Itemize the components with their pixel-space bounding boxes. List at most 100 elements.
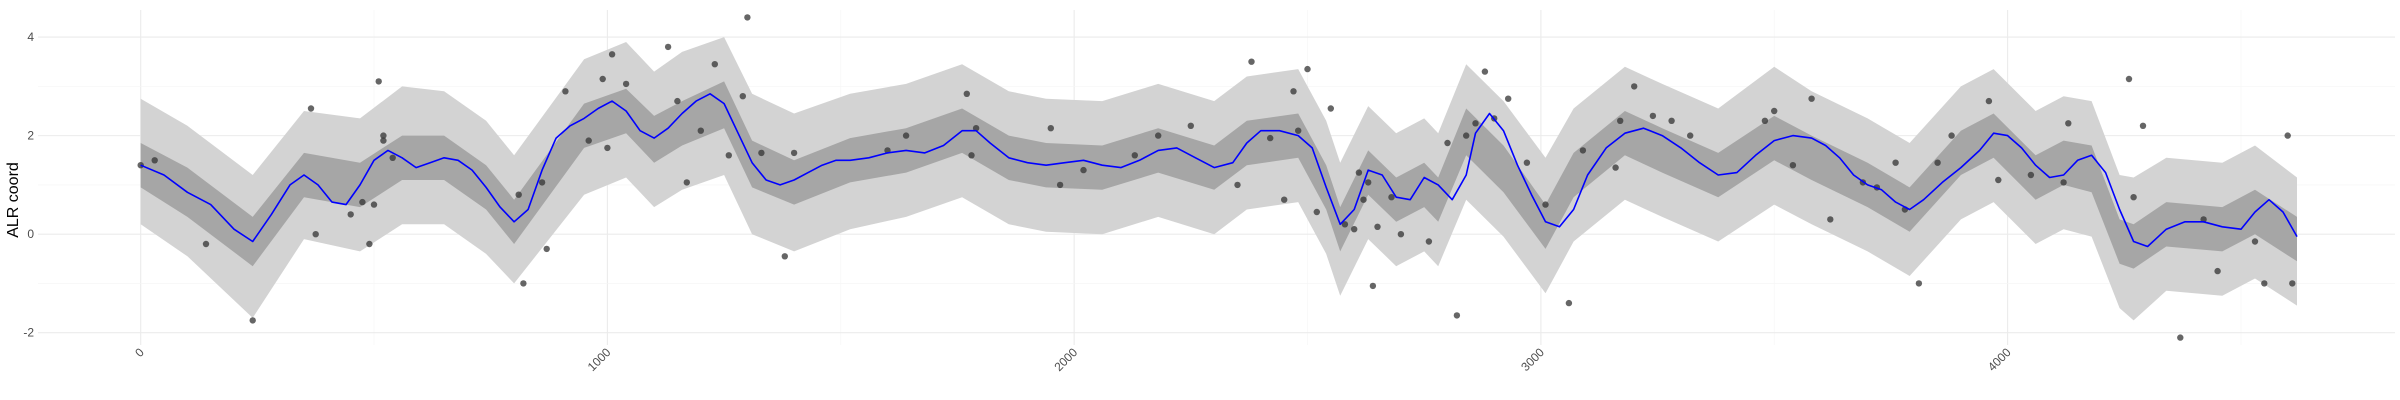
data-point	[1131, 152, 1139, 159]
data-point	[1453, 312, 1461, 319]
data-point	[562, 88, 569, 95]
data-point	[1472, 120, 1479, 127]
data-point	[697, 127, 704, 134]
data-point	[968, 152, 975, 159]
data-point	[1313, 208, 1321, 216]
data-point	[1523, 159, 1531, 166]
data-point	[1463, 132, 1470, 139]
inner-confidence-band	[140, 81, 2298, 269]
data-point	[599, 75, 606, 83]
data-point	[674, 97, 681, 105]
y-tick-label: 2	[27, 129, 34, 143]
data-point	[604, 144, 611, 152]
data-point	[1360, 196, 1367, 203]
data-point	[1948, 132, 1955, 139]
data-point	[370, 201, 378, 208]
x-tick-label: 4000	[1985, 345, 2014, 374]
data-point	[389, 154, 396, 161]
y-tick-label: 4	[27, 30, 34, 44]
data-point	[515, 191, 522, 198]
data-point	[1374, 223, 1381, 230]
data-point	[1761, 117, 1769, 125]
data-point	[538, 179, 546, 186]
mean-curve	[140, 93, 2298, 248]
data-point	[359, 198, 366, 206]
data-point	[249, 317, 256, 324]
data-point	[1827, 216, 1834, 223]
x-axis-ticks: 0 1000 2000 3000 4000	[132, 345, 2014, 374]
x-tick-label: 3000	[1518, 345, 1547, 374]
data-point	[380, 132, 387, 139]
x-tick-label: 1000	[585, 345, 614, 374]
data-point	[1056, 181, 1064, 189]
data-point	[1327, 105, 1335, 112]
data-point	[2261, 280, 2268, 287]
data-point	[1341, 221, 1349, 228]
data-point	[1388, 194, 1395, 201]
inner-band-area	[140, 81, 2298, 269]
data-point	[1355, 169, 1363, 176]
data-point	[1155, 132, 1162, 139]
data-point	[1295, 127, 1302, 134]
data-point	[622, 80, 630, 88]
data-point	[1985, 97, 1993, 105]
data-point	[1369, 282, 1377, 290]
y-axis-title: ALR coord	[5, 162, 22, 238]
data-point	[2289, 280, 2296, 287]
data-point	[1892, 159, 1899, 166]
data-point	[1304, 65, 1311, 73]
data-point	[1425, 238, 1433, 245]
data-point	[1047, 125, 1055, 132]
y-axis-ticks: -2 0 2 4	[23, 30, 34, 340]
data-point	[543, 245, 550, 253]
data-point	[366, 240, 373, 248]
data-point	[1248, 58, 1255, 65]
data-point	[1444, 139, 1451, 147]
data-point	[2177, 334, 2184, 341]
data-point	[1234, 181, 1241, 189]
data-point	[758, 149, 765, 157]
data-point	[963, 90, 970, 98]
data-point	[1995, 176, 2002, 184]
mean-line	[140, 93, 2298, 248]
data-point	[151, 157, 158, 164]
data-point	[347, 211, 354, 218]
data-point	[790, 149, 798, 157]
data-point	[1808, 95, 1815, 102]
data-point	[380, 137, 387, 144]
data-point	[664, 43, 672, 51]
data-point	[608, 51, 616, 58]
data-point	[725, 152, 732, 159]
data-point	[1649, 112, 1657, 120]
data-point	[781, 253, 788, 260]
data-point	[1080, 166, 1087, 174]
data-point	[2214, 267, 2221, 275]
data-point	[1915, 280, 1923, 287]
observation-points	[137, 14, 2296, 341]
data-point	[1668, 117, 1675, 125]
data-point	[1505, 95, 1512, 102]
data-point	[1351, 226, 1358, 233]
data-point	[1481, 68, 1489, 75]
data-point	[2027, 171, 2035, 179]
data-point	[2125, 75, 2133, 83]
data-point	[2284, 132, 2291, 139]
data-point	[375, 78, 382, 85]
data-point	[1789, 162, 1797, 169]
data-point	[2130, 194, 2137, 201]
data-point	[972, 125, 980, 132]
data-point	[2139, 122, 2147, 129]
data-point	[1631, 83, 1638, 90]
data-point	[1617, 117, 1624, 125]
data-point	[1687, 132, 1694, 139]
data-point	[711, 60, 718, 68]
data-point	[1565, 299, 1573, 307]
data-point	[1281, 196, 1288, 203]
data-point	[1612, 164, 1619, 171]
data-point	[1290, 88, 1297, 95]
data-point	[585, 137, 592, 144]
data-point	[520, 280, 527, 287]
data-point	[1934, 159, 1941, 166]
